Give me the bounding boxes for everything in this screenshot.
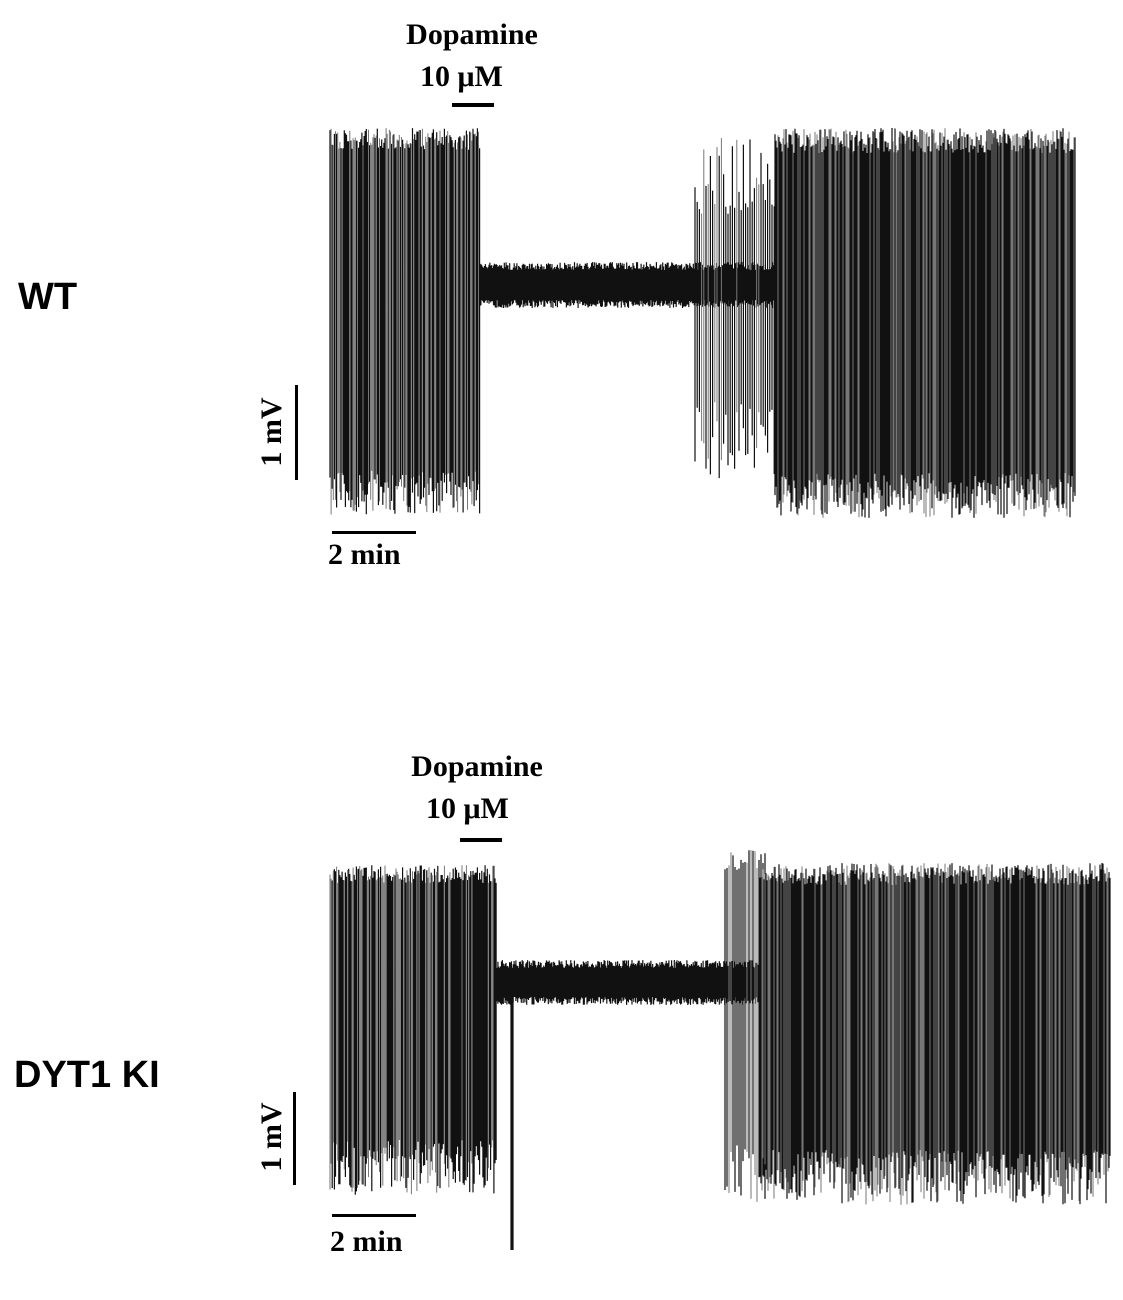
concentration-label: 10 μM	[420, 60, 503, 93]
time-scale-label: 2 min	[330, 1225, 403, 1258]
group-label-dyt1-ki: DYT1 KI	[14, 1054, 160, 1096]
recording-trace-svg	[329, 850, 1111, 1250]
application-bar	[452, 103, 494, 107]
recording-trace-svg	[329, 128, 1076, 518]
dyt1-ki-panel: DYT1 KI Dopamine 10 μM 1 mV 2 min	[0, 650, 1123, 1300]
voltage-scale-bar	[293, 1092, 296, 1185]
time-scale-bar	[332, 1214, 416, 1217]
concentration-label: 10 μM	[426, 792, 509, 825]
drug-label: Dopamine	[406, 18, 538, 51]
voltage-scale-bar	[295, 385, 298, 480]
group-label-wt: WT	[18, 276, 78, 318]
application-bar	[460, 838, 502, 842]
time-scale-bar	[332, 531, 416, 534]
voltage-scale-label: 1 mV	[255, 1102, 288, 1172]
wt-panel: WT Dopamine 10 μM 1 mV 2 min	[18, 18, 1080, 571]
voltage-scale-label: 1 mV	[255, 397, 288, 467]
recording-trace	[325, 120, 1080, 525]
recording-trace	[325, 845, 1115, 1255]
time-scale-label: 2 min	[328, 538, 401, 571]
drug-label: Dopamine	[411, 750, 543, 783]
